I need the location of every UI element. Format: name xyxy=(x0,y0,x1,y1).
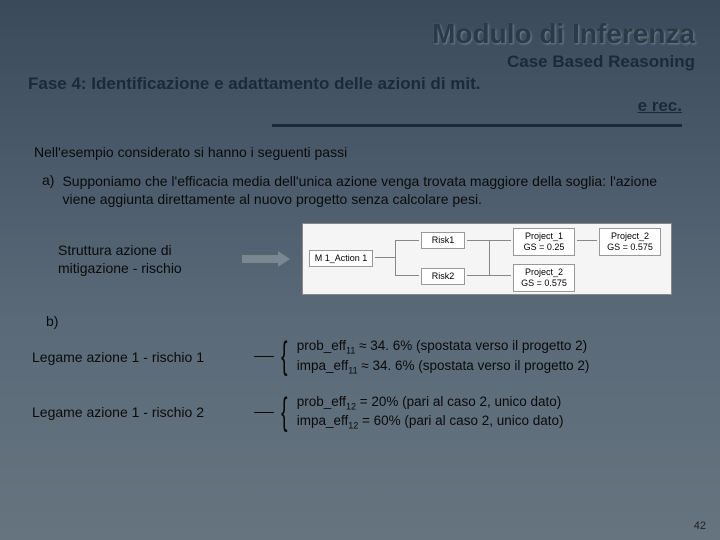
diagram-risk2: Risk2 xyxy=(421,268,465,285)
diagram-proj1-gs: GS = 0.25 xyxy=(524,242,565,252)
diagram-proj2-gs: GS = 0.575 xyxy=(521,278,567,288)
legame-1: Legame azione 1 - rischio 1 { prob_eff11… xyxy=(24,337,696,377)
diagram-risk1: Risk1 xyxy=(421,232,465,249)
diagram-proj1-label: Project_1 xyxy=(525,231,563,241)
legame-1-label: Legame azione 1 - rischio 1 xyxy=(24,349,254,365)
page-number: 42 xyxy=(694,520,706,532)
diagram-proj3: Project_2 GS = 0.575 xyxy=(599,228,661,256)
slide-subtitle-2: Fase 4: Identificazione e adattamento de… xyxy=(0,74,720,96)
item-a: a) Supponiamo che l'efficacia media dell… xyxy=(24,172,696,209)
legame-dash xyxy=(254,356,274,357)
diagram-proj3-label: Project_2 xyxy=(611,231,649,241)
slide-subtitle-1: Case Based Reasoning xyxy=(0,52,720,74)
legame-2-label: Legame azione 1 - rischio 2 xyxy=(24,404,254,420)
item-a-text: Supponiamo che l'efficacia media dell'un… xyxy=(62,172,696,209)
legame-1-body: prob_eff11 ≈ 34. 6% (spostata verso il p… xyxy=(297,337,590,377)
legame-2: Legame azione 1 - rischio 2 { prob_eff12… xyxy=(24,393,696,433)
diagram-action: M 1_Action 1 xyxy=(309,250,373,267)
arrow-icon xyxy=(242,252,292,266)
diagram-proj1: Project_1 GS = 0.25 xyxy=(513,228,575,256)
slide-title: Modulo di Inferenza xyxy=(0,0,720,52)
slide-subtitle-3: e rec. xyxy=(0,96,720,116)
legame-2-body: prob_eff12 = 20% (pari al caso 2, unico … xyxy=(297,393,564,433)
intro-text: Nell'esempio considerato si hanno i segu… xyxy=(24,144,696,160)
structure-row: Struttura azione di mitigazione - rischi… xyxy=(24,223,696,295)
item-a-label: a) xyxy=(42,172,54,209)
underline xyxy=(0,114,720,132)
diagram-proj2-label: Project_2 xyxy=(525,267,563,277)
diagram: M 1_Action 1 Risk1 Risk2 Project_1 GS = … xyxy=(302,223,672,295)
structure-text: Struttura azione di mitigazione - rischi… xyxy=(58,241,238,277)
bracket-icon: { xyxy=(281,343,287,370)
item-b-label: b) xyxy=(24,313,696,329)
content-area: Nell'esempio considerato si hanno i segu… xyxy=(0,132,720,432)
diagram-proj2: Project_2 GS = 0.575 xyxy=(513,264,575,292)
diagram-proj3-gs: GS = 0.575 xyxy=(607,242,653,252)
bracket-icon: { xyxy=(281,399,287,426)
legame-dash xyxy=(254,412,274,413)
